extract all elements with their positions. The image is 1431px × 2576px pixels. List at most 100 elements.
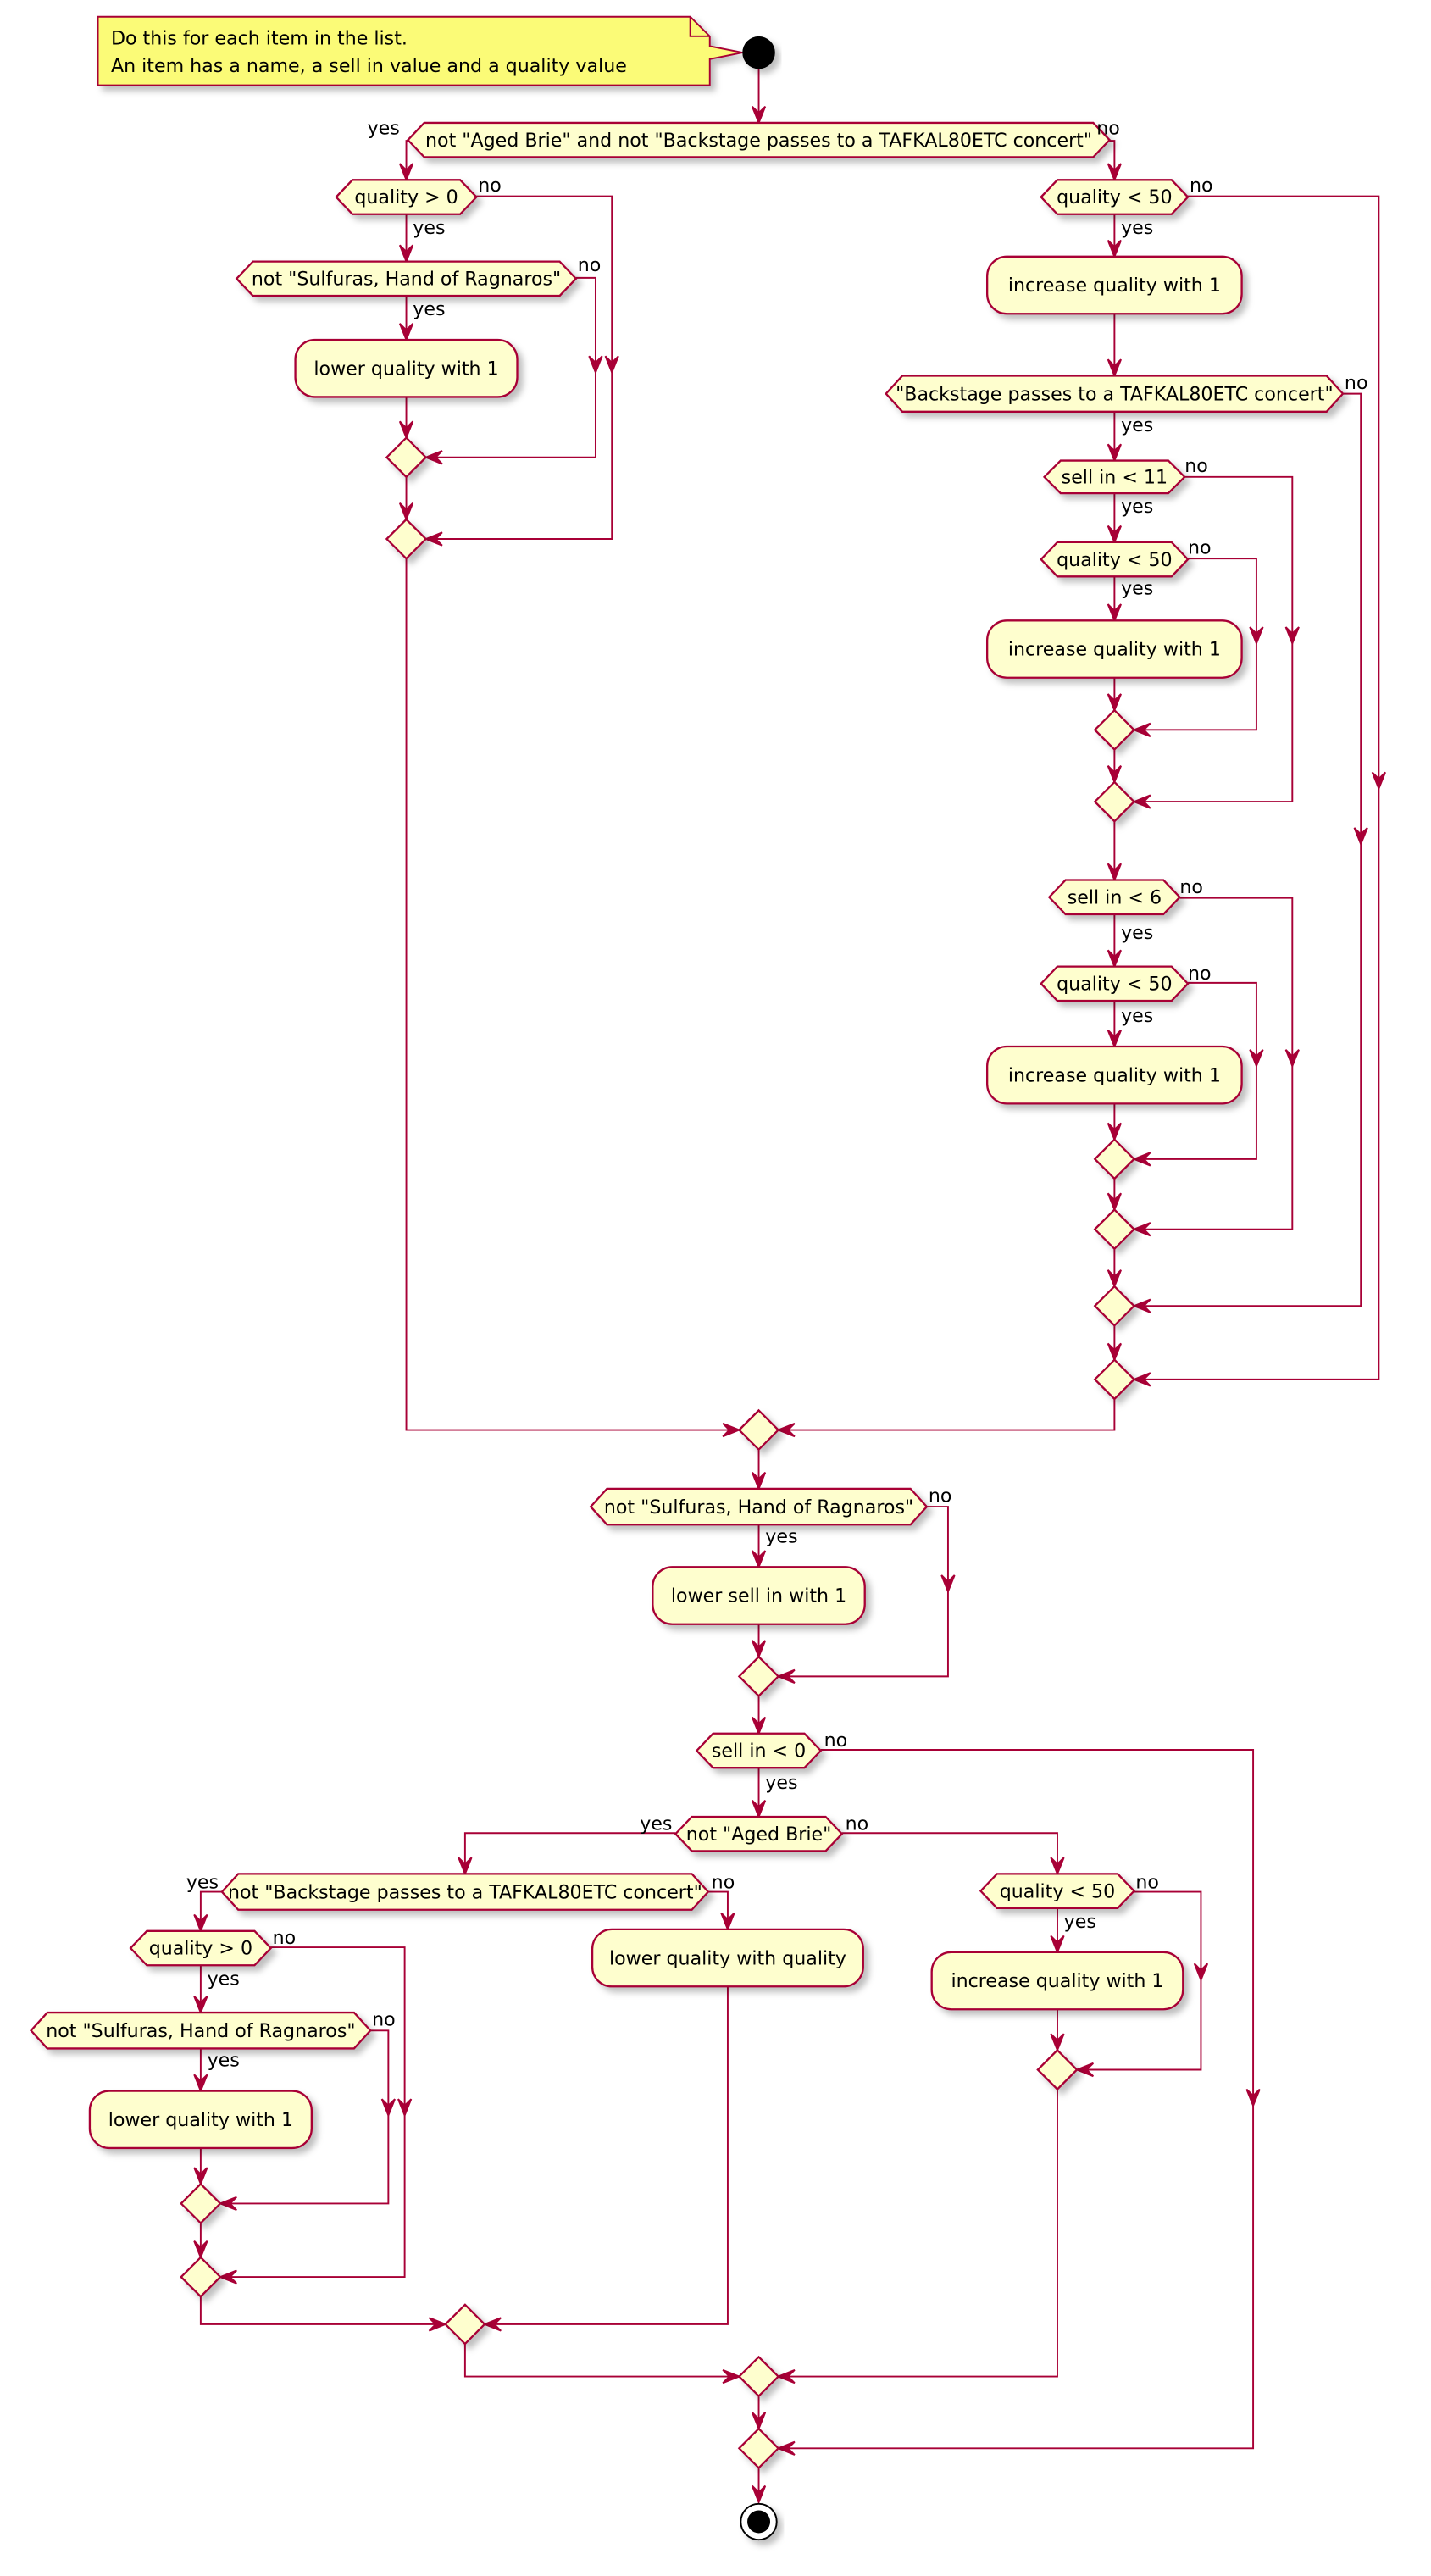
merge-diamond: [1036, 2048, 1079, 2091]
mid-arrowhead: [380, 2098, 396, 2118]
action-a7: lower quality with quality: [591, 1928, 864, 1988]
merge-diamond: [1093, 1138, 1136, 1180]
decision-d16: quality < 50: [979, 1873, 1136, 1909]
merge-diamond: [1093, 1285, 1136, 1327]
action-text: increase quality with 1: [951, 1970, 1163, 1992]
decision-text: not "Aged Brie" and not "Backstage passe…: [425, 130, 1092, 152]
arrowhead: [193, 2240, 208, 2260]
decision-text: quality < 50: [1057, 186, 1172, 208]
end-node: [740, 2502, 778, 2541]
merge-diamond: [180, 2182, 222, 2225]
arrowhead: [1107, 525, 1122, 545]
merge-diamond: [180, 2256, 222, 2298]
yes-label: yes: [368, 117, 400, 139]
decision-text: not "Aged Brie": [686, 1824, 832, 1846]
merge-diamond: [737, 1408, 780, 1452]
flow-edge: [199, 1890, 222, 1931]
arrowhead: [751, 1550, 767, 1569]
arrowhead: [1107, 1342, 1122, 1363]
decision-d8: sell in < 6: [1047, 879, 1182, 916]
note-line: Do this for each item in the list.: [111, 27, 408, 49]
arrowhead: [1107, 358, 1122, 379]
no-label: no: [1188, 963, 1212, 985]
arrowhead: [751, 2412, 767, 2431]
no-label: no: [846, 1813, 869, 1835]
no-label: no: [478, 175, 502, 197]
arrowhead: [751, 1800, 767, 1819]
merge-diamond: [1093, 780, 1136, 823]
decision-shape: [1040, 179, 1190, 215]
action-text: lower sell in with 1: [671, 1585, 846, 1607]
decision-text: sell in < 0: [712, 1740, 806, 1763]
decision-shape: [695, 1732, 823, 1769]
decision-d11: sell in < 0: [695, 1732, 823, 1769]
arrowhead: [398, 420, 414, 441]
arrowhead: [398, 502, 414, 522]
action-box: [930, 1951, 1184, 2011]
arrowhead: [428, 2317, 448, 2332]
action-a8: increase quality with 1: [930, 1951, 1184, 2011]
decision-d10: not "Sulfuras, Hand of Ragnaros": [589, 1487, 929, 1526]
decision-shape: [335, 179, 478, 215]
decision-text: sell in < 6: [1068, 886, 1162, 908]
action-text: increase quality with 1: [1008, 1064, 1221, 1086]
action-text: lower quality with 1: [108, 2109, 293, 2131]
yes-label: yes: [1121, 577, 1153, 599]
arrowhead: [1131, 722, 1151, 737]
decision-shape: [30, 2011, 372, 2050]
yes-label: yes: [1121, 496, 1153, 518]
merge-diamond: [385, 518, 428, 560]
decision-d6: sell in < 11: [1042, 459, 1186, 495]
flow-edge: [405, 558, 740, 1431]
decision-text: not "Sulfuras, Hand of Ragnaros": [252, 269, 561, 291]
arrowhead: [1107, 765, 1122, 785]
mid-arrowhead: [1249, 626, 1264, 646]
action-box: [591, 1928, 864, 1988]
decision-shape: [674, 1815, 844, 1852]
no-label: no: [1190, 175, 1213, 197]
arrowhead: [398, 163, 414, 182]
merge-diamond: [737, 2427, 780, 2470]
action-a5: lower sell in with 1: [652, 1566, 866, 1625]
arrowhead: [482, 2317, 502, 2332]
action-a2: increase quality with 1: [986, 255, 1243, 315]
arrowhead: [398, 323, 414, 342]
mid-arrowhead: [1353, 827, 1368, 847]
decision-shape: [979, 1873, 1136, 1909]
arrowhead: [1131, 794, 1151, 809]
arrowhead: [1050, 1935, 1065, 1955]
yes-label: yes: [1064, 1911, 1096, 1933]
end-dot: [747, 2510, 771, 2534]
arrowhead: [1107, 1122, 1122, 1142]
yes-label: yes: [413, 298, 445, 320]
flow-edge: [1109, 140, 1116, 180]
no-label: no: [372, 2008, 396, 2030]
mid-arrowhead: [397, 2098, 413, 2118]
arrowhead: [424, 531, 443, 547]
decision-shape: [589, 1487, 929, 1526]
mid-arrowhead: [1371, 771, 1386, 791]
yes-label: yes: [208, 1968, 240, 1990]
decision-shape: [885, 375, 1345, 413]
merge-diamond: [444, 2303, 486, 2346]
arrowhead: [1107, 239, 1122, 259]
flow-edge: [199, 2296, 446, 2325]
decision-text: quality < 50: [1057, 549, 1172, 571]
note: Do this for each item in the list. An ite…: [97, 15, 743, 86]
yes-label: yes: [1121, 217, 1153, 239]
arrowhead: [1050, 1857, 1065, 1876]
yes-label: yes: [413, 217, 445, 239]
action-text: lower quality with quality: [609, 1947, 846, 1969]
mid-arrowhead: [1193, 1963, 1209, 1983]
merge-diamond: [1093, 1358, 1136, 1401]
mid-arrowhead: [588, 355, 603, 375]
decision-d12: not "Aged Brie": [674, 1815, 844, 1852]
no-label: no: [273, 1927, 297, 1949]
mid-arrowhead: [1284, 626, 1300, 646]
arrowhead: [218, 2196, 237, 2212]
action-a6: lower quality with 1: [88, 2090, 313, 2150]
arrowhead: [218, 2269, 237, 2285]
decision-text: quality > 0: [354, 186, 458, 208]
arrowhead: [1107, 443, 1122, 464]
